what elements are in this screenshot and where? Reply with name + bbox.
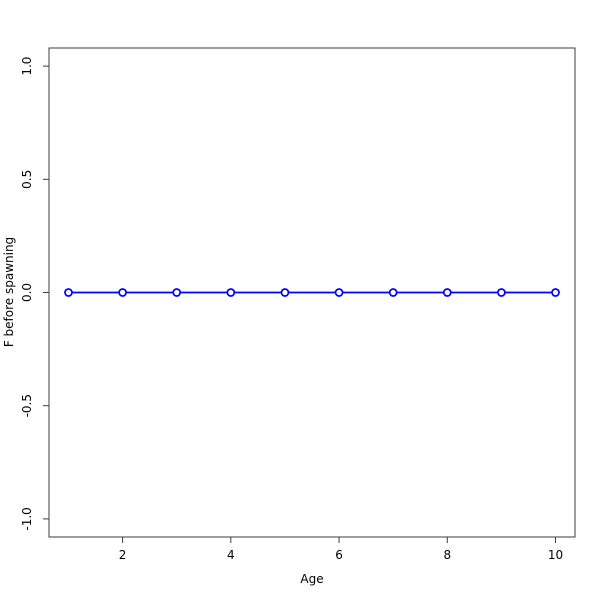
y-tick-label: -1.0 — [20, 507, 34, 530]
y-axis-title: F before spawning — [2, 236, 16, 348]
y-tick-label: -0.5 — [20, 394, 34, 417]
data-point — [172, 288, 182, 297]
y-tick-label: 0.0 — [20, 283, 34, 302]
data-point — [551, 288, 560, 297]
data-point — [334, 288, 344, 297]
y-tick-label: 0.5 — [20, 170, 34, 189]
y-tick-label: 1.0 — [20, 57, 34, 76]
x-tick-label: 8 — [443, 548, 451, 562]
data-point — [64, 288, 73, 297]
data-point — [388, 288, 398, 297]
x-tick-label: 6 — [335, 548, 343, 562]
x-axis-title: Age — [300, 572, 324, 586]
data-point — [442, 288, 452, 297]
data-point — [497, 288, 506, 297]
x-tick-label: 4 — [227, 548, 235, 562]
data-point — [118, 288, 127, 297]
data-point — [280, 288, 290, 297]
data-point — [226, 288, 236, 297]
x-tick-label: 10 — [548, 548, 563, 562]
x-tick-label: 2 — [119, 548, 127, 562]
